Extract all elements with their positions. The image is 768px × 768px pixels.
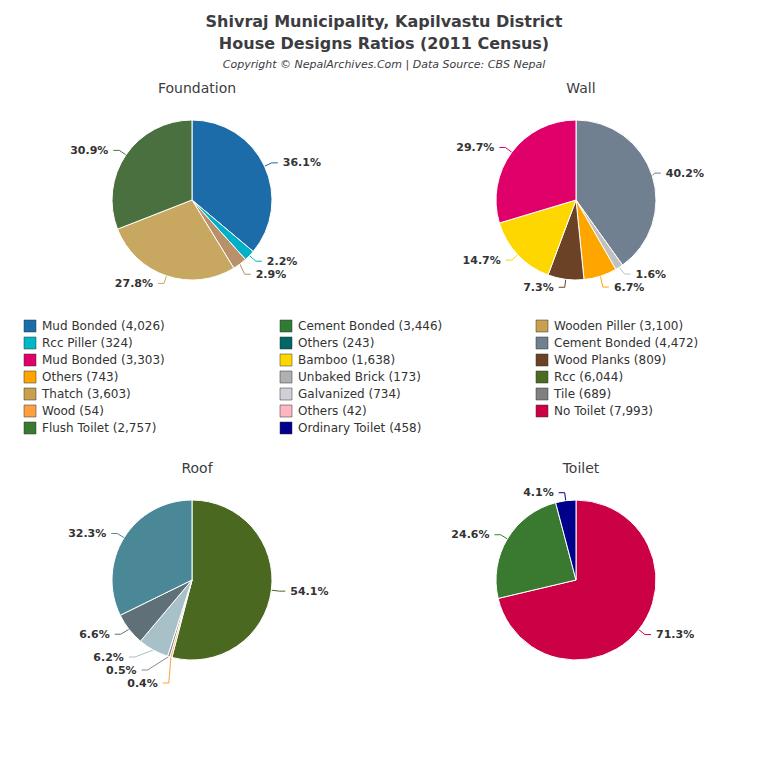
svg-text:0.5%: 0.5% bbox=[106, 664, 137, 677]
svg-text:Wall: Wall bbox=[566, 80, 595, 96]
svg-text:0.4%: 0.4% bbox=[127, 677, 158, 690]
svg-text:14.7%: 14.7% bbox=[463, 254, 501, 267]
svg-text:27.8%: 27.8% bbox=[115, 277, 153, 290]
svg-text:7.3%: 7.3% bbox=[523, 281, 554, 294]
svg-text:Foundation: Foundation bbox=[158, 80, 236, 96]
svg-text:6.2%: 6.2% bbox=[93, 651, 124, 664]
svg-text:4.1%: 4.1% bbox=[523, 486, 554, 499]
svg-text:6.6%: 6.6% bbox=[79, 628, 110, 641]
svg-text:Toilet: Toilet bbox=[562, 460, 600, 476]
svg-text:Wood Planks (809): Wood Planks (809) bbox=[554, 353, 666, 367]
svg-text:Unbaked Brick (173): Unbaked Brick (173) bbox=[298, 370, 421, 384]
svg-text:71.3%: 71.3% bbox=[656, 628, 694, 641]
svg-text:Tile (689): Tile (689) bbox=[553, 387, 611, 401]
svg-text:36.1%: 36.1% bbox=[283, 156, 321, 169]
svg-text:54.1%: 54.1% bbox=[290, 585, 328, 598]
svg-text:Galvanized (734): Galvanized (734) bbox=[298, 387, 401, 401]
svg-text:Cement Bonded (3,446): Cement Bonded (3,446) bbox=[298, 319, 442, 333]
svg-text:29.7%: 29.7% bbox=[456, 141, 494, 154]
svg-text:Others (743): Others (743) bbox=[42, 370, 118, 384]
svg-text:Roof: Roof bbox=[181, 460, 213, 476]
svg-text:30.9%: 30.9% bbox=[70, 144, 108, 157]
svg-text:24.6%: 24.6% bbox=[451, 528, 489, 541]
svg-text:2.2%: 2.2% bbox=[267, 255, 298, 268]
svg-text:House Designs Ratios (2011 Cen: House Designs Ratios (2011 Census) bbox=[219, 34, 549, 53]
svg-text:Mud Bonded (4,026): Mud Bonded (4,026) bbox=[42, 319, 165, 333]
svg-text:Wooden Piller (3,100): Wooden Piller (3,100) bbox=[554, 319, 683, 333]
svg-text:Rcc (6,044): Rcc (6,044) bbox=[554, 370, 623, 384]
svg-text:Cement Bonded (4,472): Cement Bonded (4,472) bbox=[554, 336, 698, 350]
svg-text:Others (243): Others (243) bbox=[298, 336, 374, 350]
svg-text:40.2%: 40.2% bbox=[666, 167, 704, 180]
svg-text:Flush Toilet (2,757): Flush Toilet (2,757) bbox=[42, 421, 156, 435]
svg-text:Mud Bonded (3,303): Mud Bonded (3,303) bbox=[42, 353, 165, 367]
svg-text:1.6%: 1.6% bbox=[636, 268, 667, 281]
svg-text:6.7%: 6.7% bbox=[614, 281, 645, 294]
svg-text:Ordinary Toilet (458): Ordinary Toilet (458) bbox=[298, 421, 421, 435]
svg-text:32.3%: 32.3% bbox=[68, 527, 106, 540]
svg-text:Wood (54): Wood (54) bbox=[42, 404, 104, 418]
svg-text:Thatch (3,603): Thatch (3,603) bbox=[41, 387, 131, 401]
svg-text:Rcc Piller (324): Rcc Piller (324) bbox=[42, 336, 133, 350]
svg-text:Others (42): Others (42) bbox=[298, 404, 367, 418]
svg-text:Bamboo (1,638): Bamboo (1,638) bbox=[298, 353, 395, 367]
svg-text:No Toilet (7,993): No Toilet (7,993) bbox=[554, 404, 653, 418]
svg-text:Shivraj Municipality, Kapilvas: Shivraj Municipality, Kapilvastu Distric… bbox=[206, 12, 563, 31]
svg-text:Copyright © NepalArchives.Com: Copyright © NepalArchives.Com | Data Sou… bbox=[223, 58, 545, 71]
svg-text:2.9%: 2.9% bbox=[256, 268, 287, 281]
